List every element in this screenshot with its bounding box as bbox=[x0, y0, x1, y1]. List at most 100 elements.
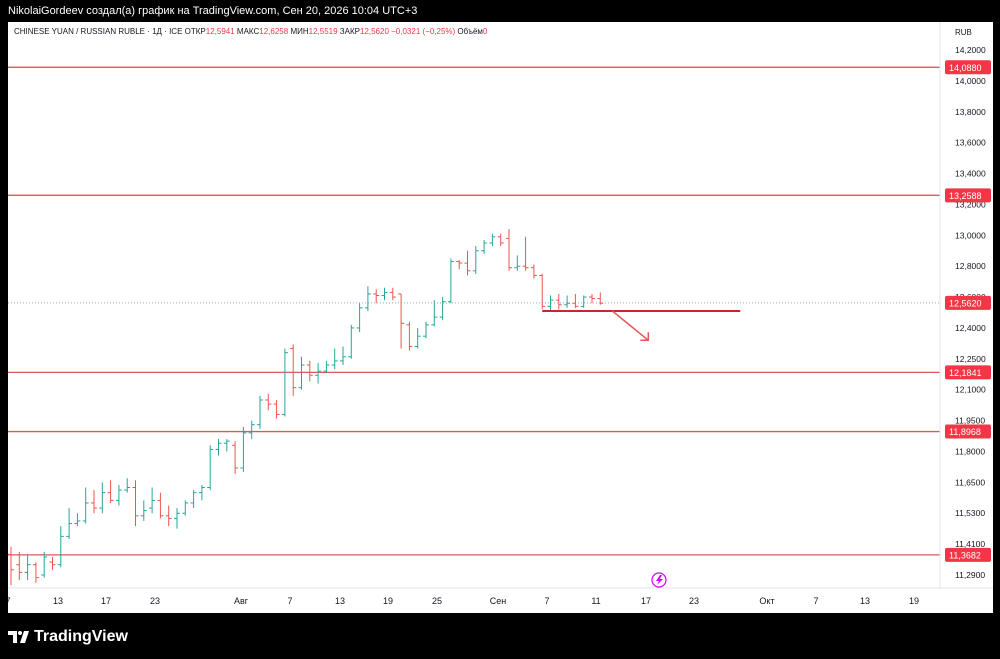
tradingview-logo[interactable]: TradingView bbox=[8, 628, 128, 646]
open-label: ОТКР bbox=[184, 27, 206, 36]
ohlc-bar[interactable] bbox=[190, 490, 197, 509]
ohlc-bar[interactable] bbox=[290, 344, 297, 396]
ohlc-bar[interactable] bbox=[447, 258, 454, 304]
level-price-tag[interactable]: 13,2588 bbox=[945, 188, 991, 203]
ohlc-bar[interactable] bbox=[589, 293, 595, 304]
ohlc-bar[interactable] bbox=[273, 400, 280, 419]
time-tick-label: 11 bbox=[591, 596, 600, 606]
price-tick-label: 13,2000 bbox=[955, 199, 986, 209]
ohlc-bar[interactable] bbox=[323, 360, 330, 374]
ohlc-bar[interactable] bbox=[547, 295, 554, 311]
ohlc-bar[interactable] bbox=[223, 439, 230, 452]
ohlc-bar[interactable] bbox=[398, 293, 405, 349]
ohlc-bar[interactable] bbox=[198, 484, 205, 501]
tradingview-logo-icon bbox=[8, 631, 29, 643]
ohlc-bar[interactable] bbox=[91, 490, 97, 514]
ohlc-bar[interactable] bbox=[32, 562, 39, 583]
ohlc-bar[interactable] bbox=[132, 480, 139, 527]
ohlc-bar[interactable] bbox=[66, 508, 73, 539]
ohlc-bar[interactable] bbox=[41, 551, 48, 578]
projection-arrow-head bbox=[640, 332, 650, 342]
ohlc-bar[interactable] bbox=[348, 324, 355, 359]
price-tick-label: 13,6000 bbox=[955, 138, 986, 148]
ohlc-bar[interactable] bbox=[57, 526, 64, 568]
ohlc-bar[interactable] bbox=[165, 505, 172, 527]
ohlc-bar[interactable] bbox=[522, 236, 529, 271]
ohlc-bar[interactable] bbox=[265, 393, 272, 411]
ohlc-bar[interactable] bbox=[530, 264, 537, 279]
ohlc-bar[interactable] bbox=[149, 487, 156, 514]
ohlc-bar[interactable] bbox=[182, 500, 189, 516]
price-tick-label: 12,8000 bbox=[955, 261, 986, 271]
ohlc-bar[interactable] bbox=[298, 356, 305, 390]
ohlc-bar[interactable] bbox=[381, 287, 388, 301]
time-tick-label: 17 bbox=[641, 596, 651, 606]
ohlc-bar[interactable] bbox=[580, 295, 587, 308]
ohlc-bar[interactable] bbox=[124, 478, 131, 493]
ohlc-bar[interactable] bbox=[555, 293, 562, 310]
time-tick-label: 7 bbox=[287, 596, 292, 606]
ohlc-bar[interactable] bbox=[281, 348, 288, 417]
chart-area[interactable]: RUB 14,2000 14,0000 13,8000 13,6000 13,4000 13… bbox=[8, 22, 993, 613]
ohlc-bar[interactable] bbox=[99, 482, 106, 514]
ohlc-bar[interactable] bbox=[356, 303, 363, 333]
ohlc-bar[interactable] bbox=[315, 362, 322, 384]
ohlc-bar[interactable] bbox=[257, 395, 263, 429]
ohlc-bar[interactable] bbox=[389, 287, 396, 301]
event-bolt-icon[interactable] bbox=[651, 572, 667, 588]
price-tick-label: 14,0000 bbox=[955, 76, 986, 86]
ohlc-bar[interactable] bbox=[140, 500, 147, 521]
ohlc-bar[interactable] bbox=[240, 426, 247, 473]
ohlc-bar[interactable] bbox=[331, 348, 338, 370]
ohlc-bar[interactable] bbox=[107, 480, 114, 503]
ohlc-bar[interactable] bbox=[439, 297, 446, 321]
ohlc-bar[interactable] bbox=[497, 233, 504, 247]
ohlc-bar[interactable] bbox=[406, 321, 413, 351]
ohlc-bar[interactable] bbox=[489, 233, 496, 247]
level-price-tag[interactable]: 12,1841 bbox=[945, 365, 991, 380]
ohlc-bar[interactable] bbox=[431, 300, 438, 327]
currency-label: RUB bbox=[955, 28, 972, 37]
ohlc-bar[interactable] bbox=[16, 551, 23, 581]
ohlc-bar[interactable] bbox=[481, 239, 488, 254]
ohlc-bar[interactable] bbox=[8, 546, 14, 586]
ohlc-bar[interactable] bbox=[414, 327, 421, 349]
ohlc-bar[interactable] bbox=[572, 293, 579, 308]
ohlc-bar[interactable] bbox=[82, 487, 89, 524]
ohlc-bar[interactable] bbox=[597, 292, 604, 305]
ohlc-bar[interactable] bbox=[174, 508, 180, 529]
price-chart[interactable]: RUB 14,2000 14,0000 13,8000 13,6000 13,4000 13… bbox=[8, 22, 993, 613]
ohlc-bar[interactable] bbox=[248, 420, 255, 440]
ohlc-bar[interactable] bbox=[514, 255, 521, 271]
level-price-tag[interactable]: 14,0880 bbox=[945, 60, 991, 75]
ohlc-bar[interactable] bbox=[207, 445, 214, 491]
ohlc-bar[interactable] bbox=[564, 295, 571, 308]
price-tag-bg bbox=[945, 547, 991, 562]
footer-bar: TradingView bbox=[0, 613, 1000, 659]
ohlc-bar[interactable] bbox=[364, 286, 371, 311]
ohlc-bar[interactable] bbox=[506, 229, 512, 271]
ohlc-bar[interactable] bbox=[373, 289, 380, 304]
price-tag-text: 12,5620 bbox=[949, 298, 982, 308]
ohlc-bar[interactable] bbox=[472, 246, 479, 274]
level-price-tag[interactable]: 11,3682 bbox=[945, 547, 991, 562]
ohlc-bar[interactable] bbox=[157, 492, 164, 519]
price-tag-bg bbox=[945, 188, 991, 203]
ohlc-bar[interactable] bbox=[232, 441, 239, 475]
ohlc-bar[interactable] bbox=[306, 360, 313, 382]
last-price-tag[interactable]: 12,5620 bbox=[945, 295, 991, 310]
price-tags: 14,0880 13,2588 12,1841 11,8968 11,3682 12,56… bbox=[945, 60, 991, 562]
ohlc-bar[interactable] bbox=[49, 556, 56, 570]
time-tick-label: 23 bbox=[689, 596, 699, 606]
ohlc-bar[interactable] bbox=[74, 513, 81, 527]
ohlc-bar[interactable] bbox=[423, 321, 429, 339]
ohlc-bar[interactable] bbox=[456, 260, 463, 270]
ohlc-bar[interactable] bbox=[115, 484, 122, 506]
ohlc-bar[interactable] bbox=[340, 346, 346, 365]
ohlc-bar[interactable] bbox=[24, 554, 31, 581]
level-price-tag[interactable]: 11,8968 bbox=[945, 424, 991, 439]
ohlc-bar[interactable] bbox=[539, 273, 546, 310]
ohlc-bar[interactable] bbox=[464, 250, 471, 276]
volume-label: Объём bbox=[457, 27, 483, 36]
ohlc-bar[interactable] bbox=[215, 439, 222, 456]
